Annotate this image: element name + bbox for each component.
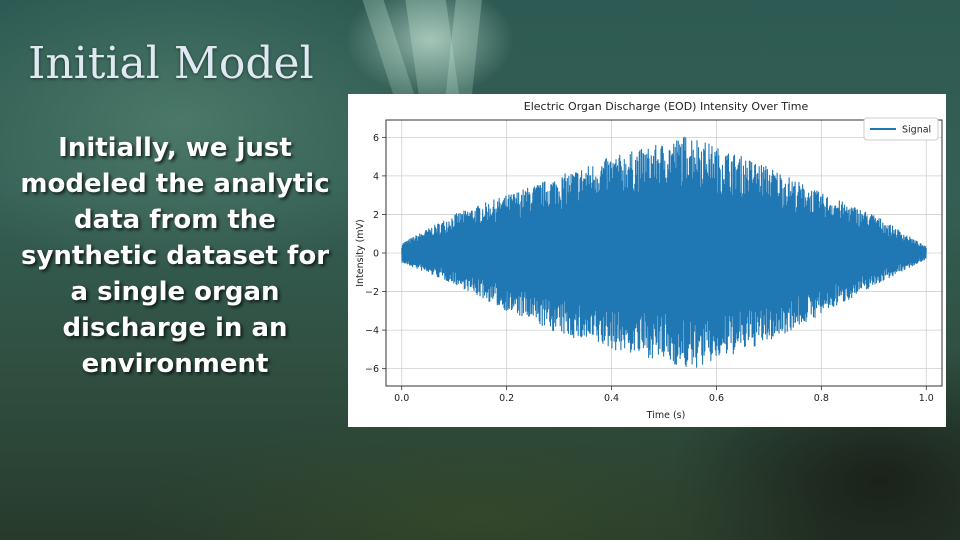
- eod-chart: 0.0 0.2 0.4 0.6 0.8 1.0 −6 −4 −2 0 2 4 6 Electric Or…: [348, 94, 946, 427]
- x-tick-label: 0.8: [814, 393, 829, 404]
- legend-box: [863, 117, 939, 141]
- y-tick-label: 0: [373, 249, 379, 260]
- chart-legend: Signal: [863, 117, 939, 141]
- signal-series-line: [401, 136, 927, 368]
- x-axis-label: Time (s): [646, 410, 686, 421]
- x-tick-label: 0.4: [604, 393, 619, 404]
- x-tick-label: 0.2: [499, 393, 514, 404]
- slide-body-text: Initially, we just modeled the analytic …: [20, 133, 330, 379]
- chart-svg: 0.0 0.2 0.4 0.6 0.8 1.0 −6 −4 −2 0 2 4 6 Electric Or…: [355, 100, 943, 421]
- y-tick-label: 6: [373, 133, 379, 144]
- y-tick-label: 2: [373, 210, 379, 221]
- chart-title: Electric Organ Discharge (EOD) Intensity…: [524, 100, 809, 113]
- x-tick-label: 1.0: [919, 393, 934, 404]
- x-tick-label: 0.6: [709, 393, 724, 404]
- y-tick-label: 4: [373, 171, 379, 182]
- slide-title: Initial Model: [28, 38, 314, 89]
- legend-label: Signal: [902, 125, 931, 136]
- y-tick-label: −6: [365, 364, 379, 375]
- y-axis-label: Intensity (mV): [355, 219, 366, 287]
- y-tick-label: −4: [365, 326, 379, 337]
- y-tick-label: −2: [365, 287, 379, 298]
- x-tick-label: 0.0: [394, 393, 409, 404]
